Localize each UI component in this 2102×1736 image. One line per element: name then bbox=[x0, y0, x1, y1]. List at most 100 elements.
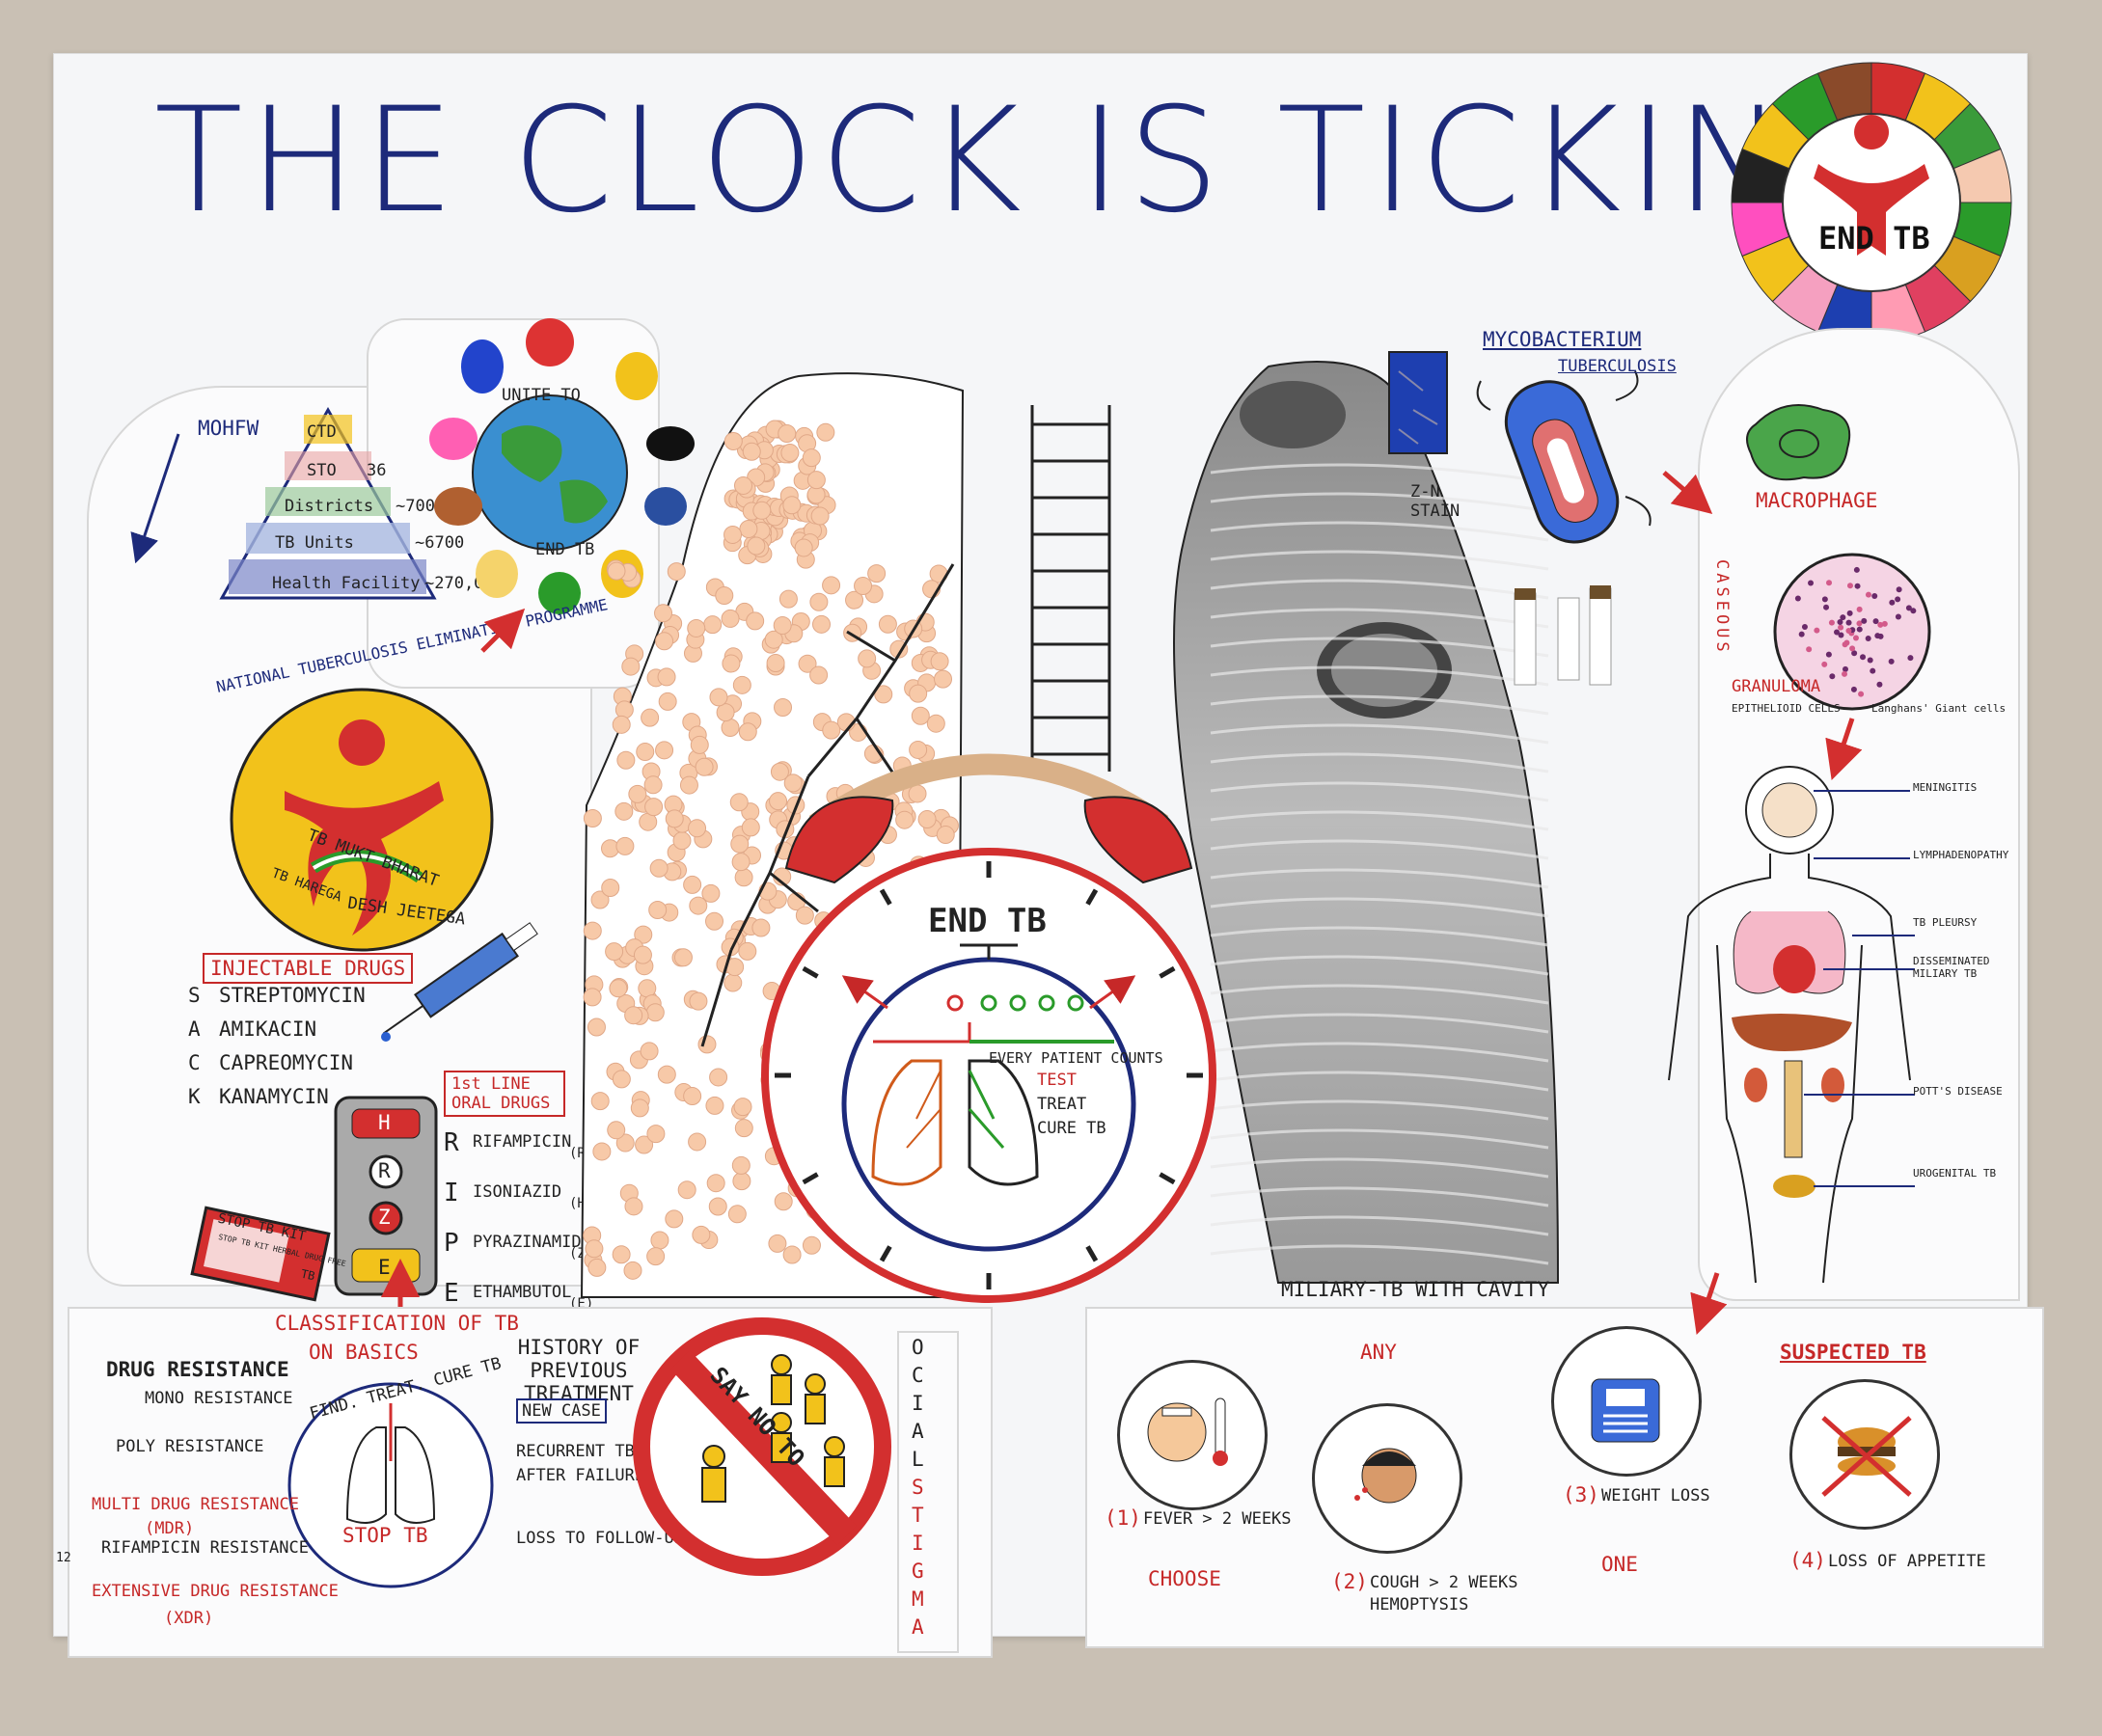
body-label: MENINGITIS bbox=[1913, 781, 1978, 794]
right-lung bbox=[1173, 361, 1560, 1284]
drug-resistance-item: MULTI DRUG RESISTANCE bbox=[92, 1495, 299, 1514]
stigma-letter: A bbox=[912, 1615, 924, 1639]
first-line-name: RIFAMPICIN bbox=[473, 1132, 572, 1152]
stigma-letter: S bbox=[912, 1476, 924, 1499]
symptom-number: (4) bbox=[1789, 1549, 1826, 1572]
first-line-letter: P bbox=[444, 1229, 459, 1258]
corner-mark: 12 bbox=[56, 1551, 71, 1565]
stigma-letter: I bbox=[912, 1392, 924, 1415]
treatment-history-item: RECURRENT TB bbox=[516, 1442, 635, 1461]
clock-every: EVERY PATIENT COUNTS bbox=[989, 1049, 1163, 1067]
granuloma-left: EPITHELIOID CELLS bbox=[1732, 702, 1841, 715]
poster-title: THE CLOCK IS TICKING bbox=[154, 77, 1908, 245]
symptom-text: FEVER > 2 WEEKS bbox=[1143, 1509, 1292, 1529]
body-diagram bbox=[1668, 766, 1915, 1284]
clock-step-1: TEST bbox=[1037, 1071, 1077, 1090]
drug-resistance-item: MONO RESISTANCE bbox=[145, 1389, 293, 1408]
classification-stop: STOP TB bbox=[342, 1524, 428, 1547]
clock-step-3: CURE TB bbox=[1037, 1119, 1106, 1138]
injectable-name: CAPREOMYCIN bbox=[219, 1051, 354, 1074]
body-label: POTT'S DISEASE bbox=[1913, 1085, 2003, 1098]
classification-title-2: ON BASICS bbox=[309, 1341, 419, 1364]
granuloma-side: CASEOUS bbox=[1712, 559, 1732, 656]
injectable-letter: C bbox=[188, 1051, 201, 1074]
weight-scale-icon bbox=[1591, 1378, 1660, 1443]
symptom-text: COUGH > 2 WEEKS bbox=[1370, 1573, 1518, 1592]
body-label: TB PLEURSY bbox=[1913, 916, 1978, 929]
symptoms-word-2: CHOOSE bbox=[1148, 1567, 1221, 1590]
drug-resistance-item: EXTENSIVE DRUG RESISTANCE bbox=[92, 1582, 339, 1601]
symptoms-word-1: ANY bbox=[1360, 1341, 1397, 1364]
pyramid bbox=[130, 406, 437, 600]
macrophage bbox=[1746, 404, 1851, 481]
zn-stain-label: Z-N STAIN bbox=[1410, 482, 1460, 521]
cigarettes bbox=[1514, 585, 1612, 686]
globe-illustration bbox=[429, 318, 695, 614]
body-label: LYMPHADENOPATHY bbox=[1913, 849, 2009, 861]
injectable-name: KANAMYCIN bbox=[219, 1085, 329, 1108]
logo-label: END TB bbox=[1818, 220, 1930, 257]
globe-top-text: UNITE TO bbox=[502, 386, 581, 405]
first-line-letter: I bbox=[444, 1179, 459, 1207]
symptoms-word-3: ONE bbox=[1601, 1553, 1638, 1576]
first-line-letter: E bbox=[444, 1279, 459, 1308]
stigma-letter: A bbox=[912, 1420, 924, 1443]
stop-tb-kit bbox=[190, 1206, 331, 1302]
pyramid-count-4: ~6700 bbox=[415, 533, 465, 553]
pyramid-level-5: Health Facility bbox=[272, 574, 421, 593]
pyramid-count-3: ~700 bbox=[396, 497, 435, 516]
pyramid-count-2: 36 bbox=[367, 461, 387, 480]
injectable-name: AMIKACIN bbox=[219, 1017, 317, 1041]
pill-letter-r: R bbox=[378, 1159, 391, 1182]
treatment-history-item: AFTER FAILURES bbox=[516, 1466, 655, 1485]
injectables-header: INJECTABLE DRUGS bbox=[203, 953, 414, 984]
granuloma-right: Langhans' Giant cells bbox=[1871, 702, 2006, 715]
first-line-name: PYRAZINAMIDE bbox=[473, 1233, 591, 1252]
pyramid-ministry: MOHFW bbox=[198, 417, 259, 440]
globe-bottom-text: END TB bbox=[535, 540, 595, 559]
injectable-letter: A bbox=[188, 1017, 201, 1041]
macrophage-label: MACROPHAGE bbox=[1756, 489, 1878, 512]
clock-step-2: TREAT bbox=[1037, 1095, 1087, 1114]
mycobacterium-illustration bbox=[1388, 351, 1652, 544]
injectable-letter: S bbox=[188, 984, 201, 1007]
symptom-text: WEIGHT LOSS bbox=[1601, 1486, 1710, 1505]
symptom-number: (2) bbox=[1331, 1570, 1368, 1593]
stigma-letter: C bbox=[912, 1364, 924, 1387]
pyramid-level-2: STO bbox=[307, 461, 337, 480]
pyramid-level-3: Districts bbox=[285, 497, 374, 516]
classification-left-head: DRUG RESISTANCE bbox=[106, 1358, 289, 1381]
symptom-cough-circle bbox=[1312, 1403, 1462, 1554]
pill-card bbox=[334, 1096, 438, 1296]
symptom-text-2: HEMOPTYSIS bbox=[1370, 1595, 1469, 1614]
classification-title-1: CLASSIFICATION OF TB bbox=[275, 1312, 519, 1335]
micro-title-2: TUBERCULOSIS bbox=[1558, 357, 1677, 376]
drug-resistance-item: (MDR) bbox=[145, 1519, 195, 1538]
symptom-number: (1) bbox=[1105, 1506, 1141, 1530]
clock-label: END TB bbox=[928, 902, 1047, 940]
micro-title-1: MYCOBACTERIUM bbox=[1483, 328, 1642, 351]
first-line-name: ETHAMBUTOL bbox=[473, 1283, 572, 1302]
granuloma bbox=[1773, 553, 1931, 711]
treatment-history-item: LOSS TO FOLLOW-UP bbox=[516, 1529, 684, 1548]
stigma-letter: M bbox=[912, 1587, 924, 1611]
stigma-letter: T bbox=[912, 1504, 924, 1527]
first-line-header: 1st LINE ORAL DRUGS bbox=[444, 1071, 565, 1117]
body-label: UROGENITAL TB bbox=[1913, 1167, 1997, 1180]
stigma-letter: O bbox=[912, 1336, 924, 1359]
drug-resistance-item: POLY RESISTANCE bbox=[116, 1437, 264, 1456]
granuloma-name: GRANULOMA bbox=[1732, 677, 1821, 696]
injectable-letter: K bbox=[188, 1085, 201, 1108]
pill-letter-h: H bbox=[378, 1111, 391, 1134]
stigma-letter: I bbox=[912, 1532, 924, 1555]
drug-resistance-item: RIFAMPICIN RESISTANCE bbox=[101, 1538, 309, 1558]
first-line-name: ISONIAZID bbox=[473, 1182, 562, 1202]
stigma-letter: L bbox=[912, 1448, 924, 1471]
ntep-emblem bbox=[230, 688, 494, 952]
miliary-caption: MILIARY-TB WITH CAVITY bbox=[1281, 1278, 1550, 1301]
injectable-name: STREPTOMYCIN bbox=[219, 984, 366, 1007]
syringe-icon bbox=[381, 922, 538, 1042]
cough-icon bbox=[1354, 1448, 1417, 1504]
pyramid-level-4: TB Units bbox=[275, 533, 354, 553]
